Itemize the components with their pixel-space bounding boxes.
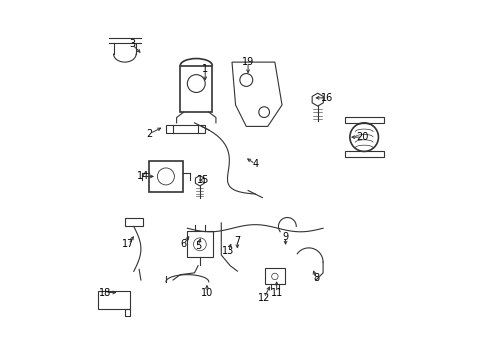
Text: 16: 16 <box>320 93 332 103</box>
Text: 11: 11 <box>270 288 282 297</box>
Text: 1: 1 <box>202 64 208 74</box>
Text: 17: 17 <box>122 239 134 249</box>
Text: 6: 6 <box>181 239 186 249</box>
Text: 8: 8 <box>312 273 318 283</box>
Text: 2: 2 <box>146 129 153 139</box>
Text: 18: 18 <box>99 288 111 297</box>
Text: 14: 14 <box>136 171 148 181</box>
Text: 13: 13 <box>222 247 234 256</box>
Text: 10: 10 <box>201 288 213 297</box>
Text: 9: 9 <box>282 232 288 242</box>
Text: 3: 3 <box>129 39 135 49</box>
Text: 12: 12 <box>258 293 270 303</box>
Text: 7: 7 <box>234 236 240 246</box>
Text: 19: 19 <box>242 57 254 67</box>
Text: 4: 4 <box>252 159 258 169</box>
Text: 5: 5 <box>195 241 201 251</box>
Text: 15: 15 <box>197 175 209 185</box>
Text: 20: 20 <box>355 132 368 142</box>
